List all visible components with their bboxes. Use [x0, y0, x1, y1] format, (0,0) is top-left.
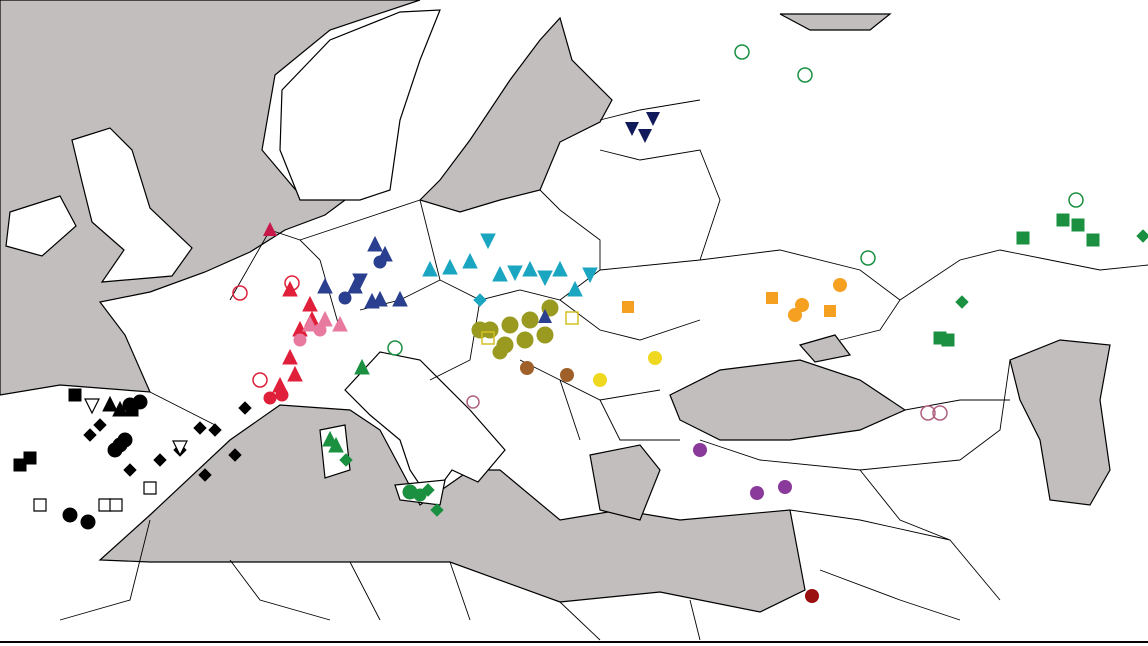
marker-group-black: [13, 388, 252, 530]
marker: [80, 514, 96, 530]
marker: [1016, 231, 1030, 245]
marker: [501, 316, 519, 334]
borders: [59, 99, 1148, 641]
marker: [23, 451, 37, 465]
marker: [232, 285, 248, 301]
marker: [516, 331, 534, 349]
marker: [1071, 218, 1085, 232]
marker-group-red-open: [232, 275, 300, 388]
white-sea: [779, 13, 892, 31]
marker: [117, 432, 133, 448]
marker: [860, 250, 876, 266]
marker: [941, 333, 955, 347]
marker: [536, 326, 554, 344]
marker: [932, 405, 948, 421]
marker: [33, 498, 47, 512]
marker: [693, 443, 707, 457]
marker-group-purple: [693, 443, 792, 500]
marker: [471, 321, 489, 339]
marker-group-orange: [622, 278, 847, 322]
marker: [252, 372, 268, 388]
marker-group-pink: [293, 311, 348, 347]
marker-group-green: [322, 213, 1148, 517]
atlantic-ocean: [0, 0, 421, 396]
italy: [344, 351, 506, 502]
marker: [648, 351, 662, 365]
marker: [263, 391, 277, 405]
marker: [824, 305, 836, 317]
marker: [62, 507, 78, 523]
marker: [68, 388, 82, 402]
marker: [750, 486, 764, 500]
marker: [98, 498, 112, 512]
baltic-sea: [418, 16, 613, 213]
caspian-sea: [1009, 339, 1111, 506]
marker-group-mauve-open: [466, 395, 948, 421]
marker-group-red: [263, 281, 320, 405]
marker: [293, 333, 307, 347]
marker-group-green-open: [387, 44, 1084, 356]
marker: [492, 344, 508, 360]
marker-group-brown: [520, 361, 574, 382]
marker: [766, 292, 778, 304]
ireland: [5, 195, 77, 257]
marker: [466, 395, 480, 409]
marker: [143, 481, 157, 495]
marker: [284, 275, 300, 291]
black-sea: [669, 359, 907, 441]
marker-group-blue: [317, 236, 408, 309]
marker: [413, 488, 427, 502]
marker: [833, 278, 847, 292]
marker: [338, 291, 352, 305]
marker: [593, 373, 607, 387]
marker-group-olive: [471, 299, 559, 360]
marker: [734, 44, 750, 60]
marker: [805, 589, 819, 603]
aegean-sea: [589, 444, 661, 521]
marker: [788, 308, 802, 322]
marker: [275, 388, 289, 402]
marker: [560, 368, 574, 382]
marker: [125, 403, 139, 417]
marker: [1068, 192, 1084, 208]
great-britain: [71, 127, 193, 283]
marker: [778, 480, 792, 494]
mediterranean-sea: [98, 404, 806, 613]
marker: [795, 298, 809, 312]
marker: [920, 405, 936, 421]
marker: [1056, 213, 1070, 227]
marker: [1086, 233, 1100, 247]
norway: [279, 9, 441, 201]
marker-group-yellow: [593, 351, 662, 387]
marker: [520, 361, 534, 375]
marker: [373, 255, 387, 269]
marker: [622, 301, 634, 313]
marker: [313, 323, 327, 337]
marker: [107, 442, 123, 458]
marker: [521, 311, 539, 329]
marker: [797, 67, 813, 83]
marker: [109, 498, 123, 512]
marker: [387, 340, 403, 356]
sea-of-azov: [798, 334, 852, 363]
